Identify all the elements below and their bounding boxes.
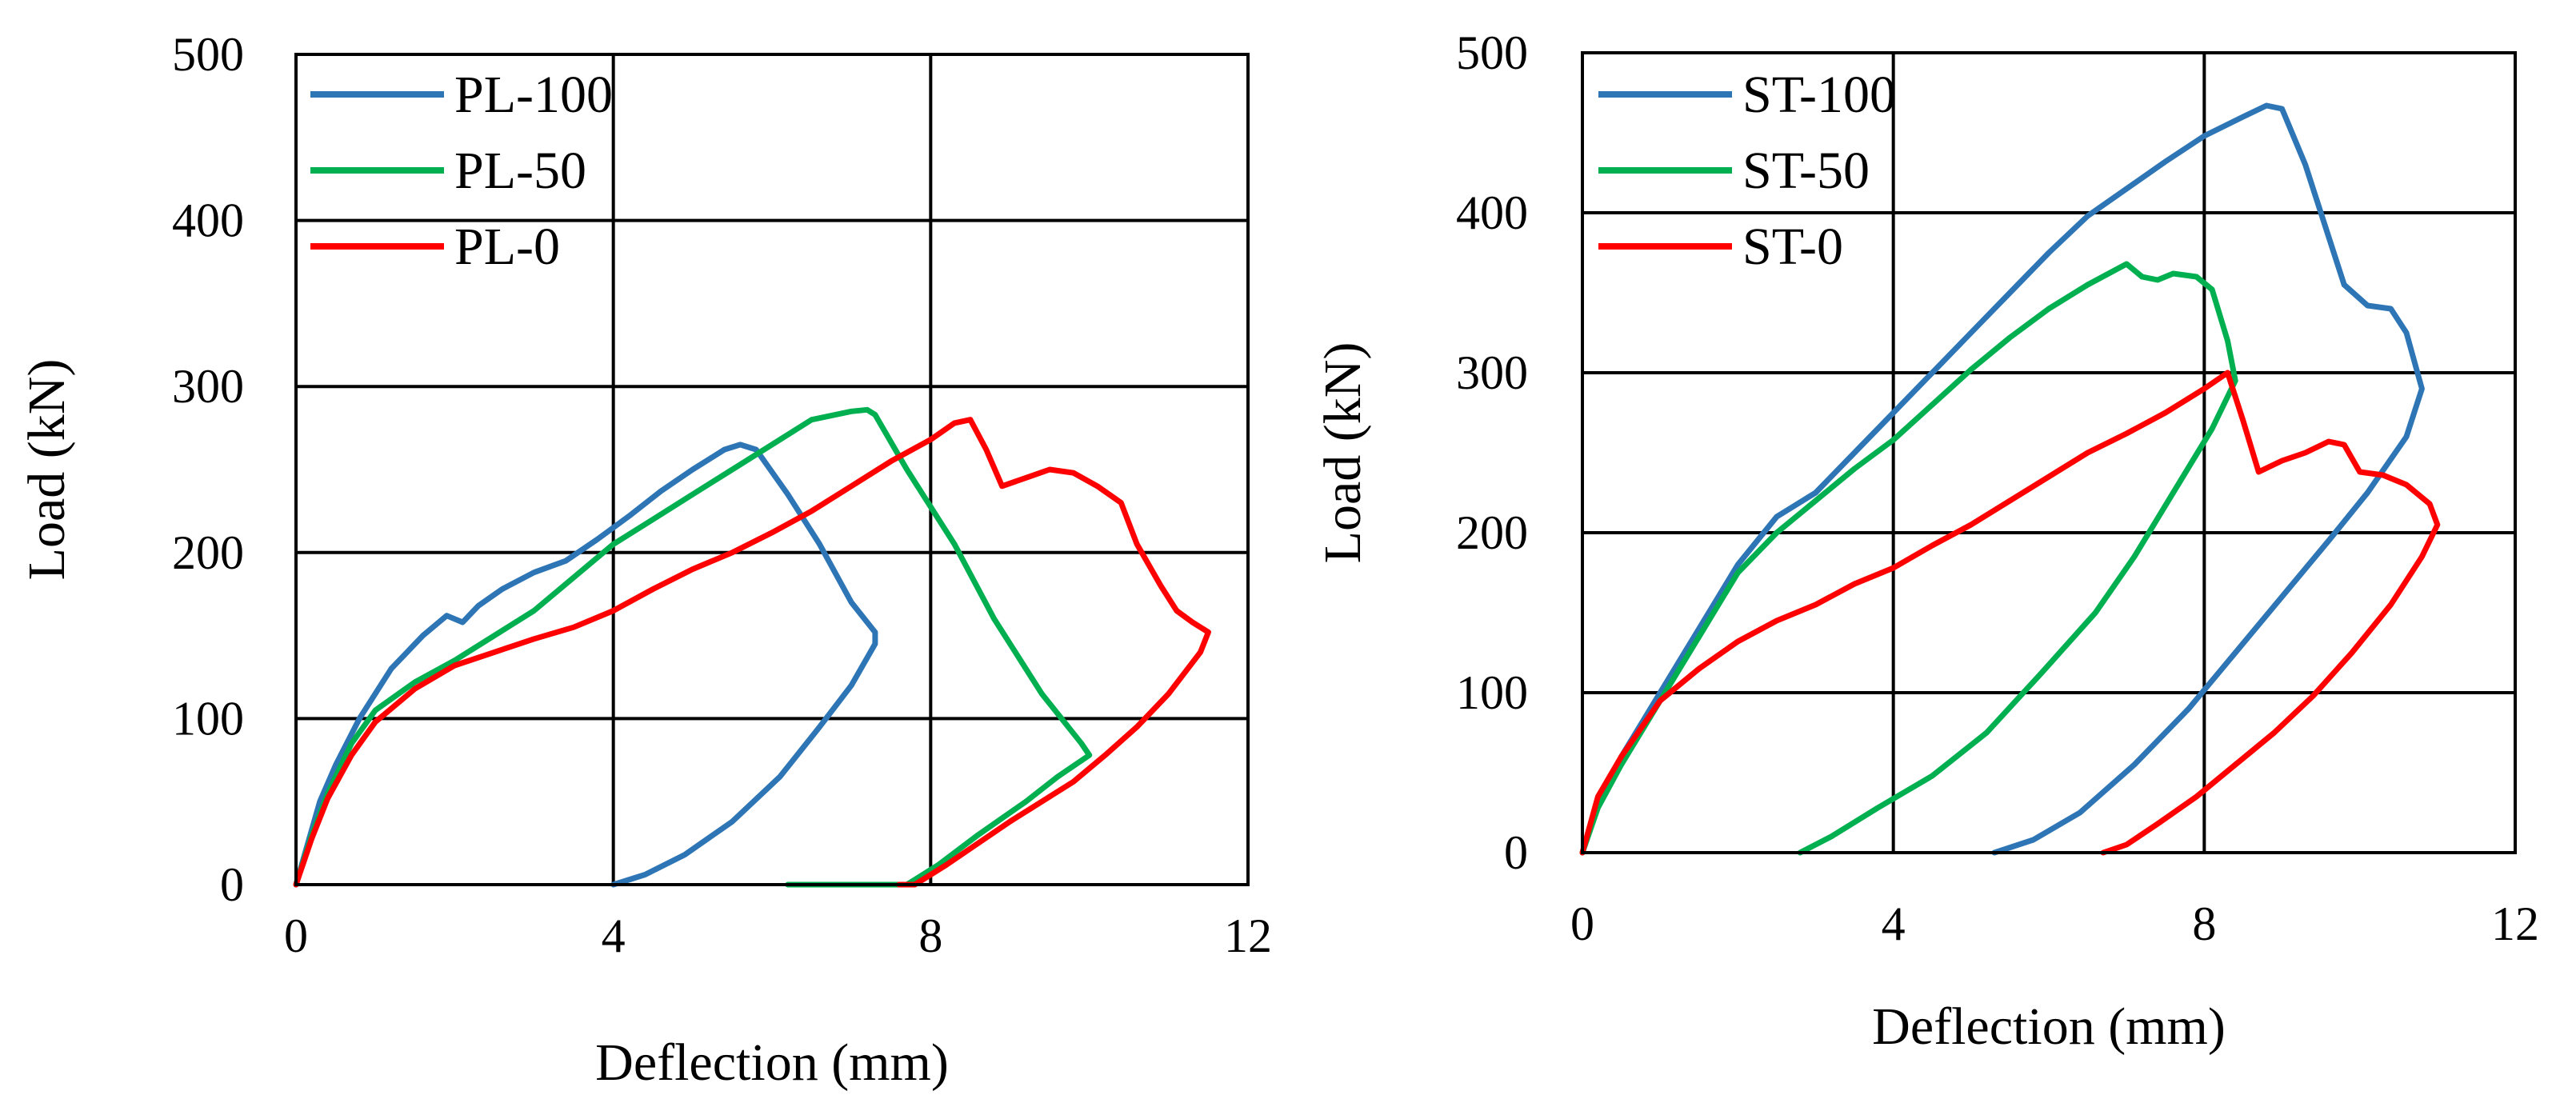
x-tick-label: 12 [2491,897,2539,950]
y-tick-label: 100 [1456,666,1528,719]
x-axis-label: Deflection (mm) [1872,997,2226,1056]
legend: PL-100 PL-50 PL-0 [310,66,613,276]
grid-lines [296,54,1248,885]
legend-label: ST-0 [1742,218,1843,276]
y-tick-label: 0 [1504,826,1528,879]
series-line-st-0 [1579,370,2441,856]
y-axis-label: Load (kN) [18,359,76,581]
x-tick-label: 0 [284,909,308,962]
y-tick-labels: 0 100 200 300 400 500 [172,28,244,911]
y-tick-label: 200 [172,526,244,579]
x-tick-labels: 0 4 8 12 [1570,897,2539,950]
series-line-pl-50 [293,406,1093,888]
series-line-pl-100 [293,442,878,888]
y-axis-label: Load (kN) [1314,342,1372,564]
x-tick-label: 4 [1882,897,1906,950]
x-tick-label: 0 [1570,897,1594,950]
plot-border [1581,51,2517,854]
x-tick-label: 4 [602,909,626,962]
x-tick-label: 8 [918,909,942,962]
chart-panel-pl: 0 100 200 300 400 500 0 4 8 12 Deflection (mm) L… [18,28,1272,1092]
x-tick-label: 8 [2192,897,2216,950]
x-tick-label: 12 [1224,909,1272,962]
y-tick-labels: 0 100 200 300 400 500 [1456,26,1528,879]
legend-label: ST-100 [1742,66,1896,124]
legend-label: PL-0 [454,218,560,276]
series-lines [293,406,1211,888]
series-line-st-100 [1579,102,2425,856]
y-tick-label: 0 [220,858,244,911]
y-tick-label: 300 [1456,346,1528,399]
y-tick-label: 300 [172,360,244,413]
legend-label: PL-100 [454,66,613,124]
series-lines [1579,102,2441,856]
y-tick-label: 100 [172,692,244,745]
x-tick-labels: 0 4 8 12 [284,909,1272,962]
legend-label: ST-50 [1742,142,1870,200]
plot-area [1582,53,2515,853]
legend-label: PL-50 [454,142,586,200]
y-tick-label: 500 [172,28,244,81]
chart-panel-st: 0 100 200 300 400 500 0 4 8 12 Deflection (mm) L… [1314,26,2539,1056]
y-tick-label: 400 [1456,186,1528,239]
series-line-st-50 [1579,261,2238,856]
plot-border [294,53,1250,886]
grid-lines [1582,53,2515,853]
y-tick-label: 200 [1456,506,1528,559]
series-line-pl-0 [293,417,1211,888]
legend: ST-100 ST-50 ST-0 [1598,66,1896,276]
y-tick-label: 500 [1456,26,1528,79]
y-tick-label: 400 [172,194,244,247]
x-axis-label: Deflection (mm) [595,1033,949,1092]
